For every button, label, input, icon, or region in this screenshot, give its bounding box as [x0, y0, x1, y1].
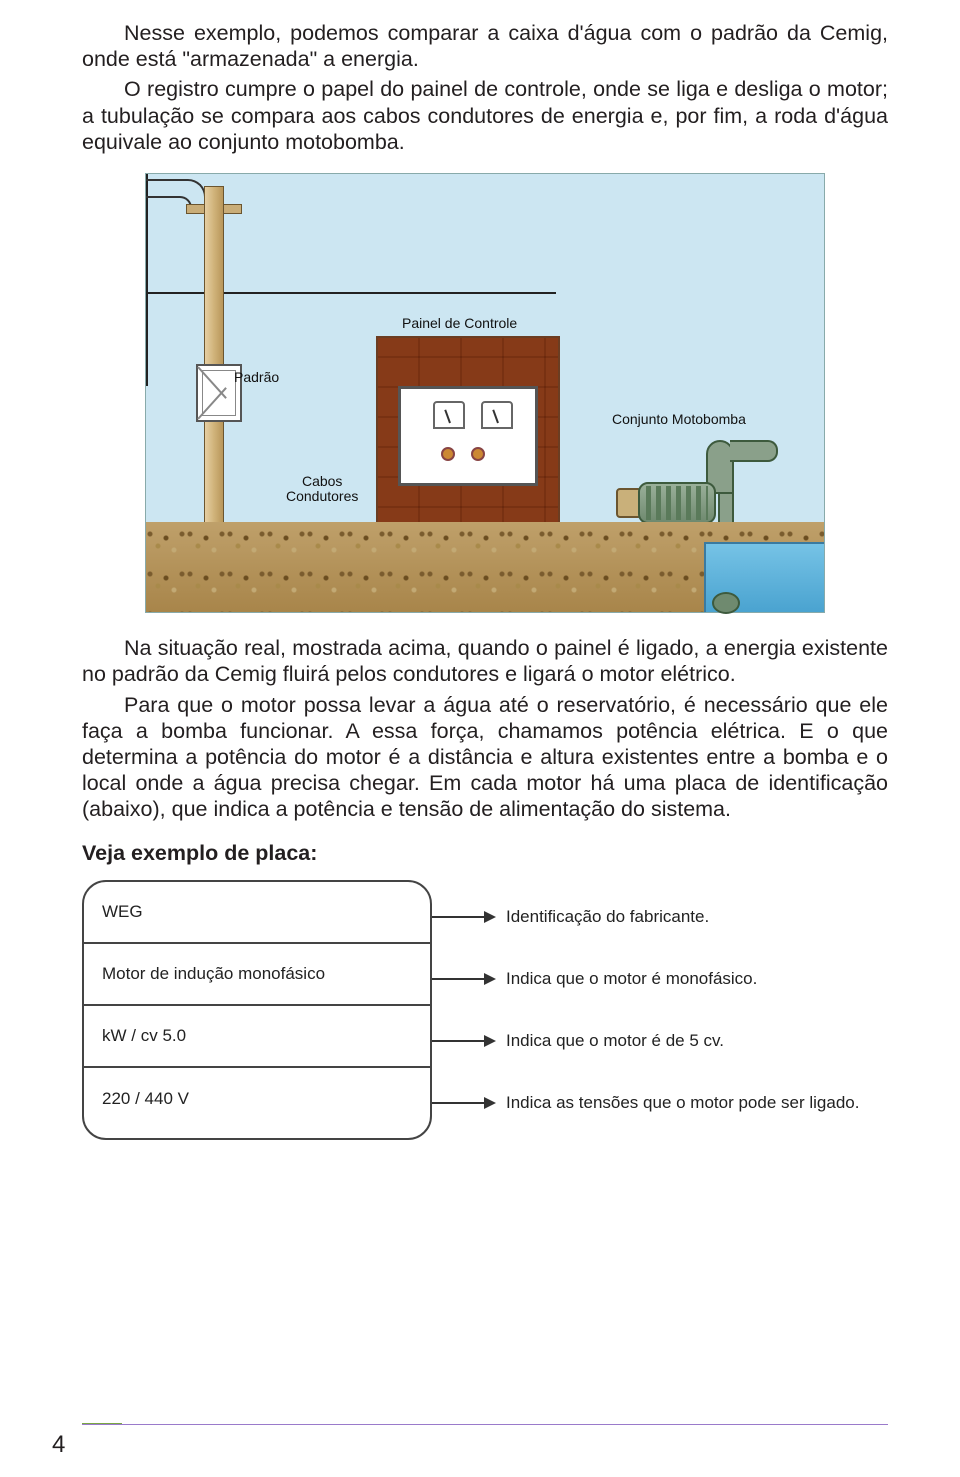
paragraph-2: O registro cumpre o papel do painel de c… [82, 76, 888, 155]
footer-rule [82, 1423, 888, 1425]
annotation-row: Indica que o motor é de 5 cv. [432, 1010, 888, 1072]
annotation-row: Indica que o motor é monofásico. [432, 948, 888, 1010]
motor-plate-figure: WEG Motor de indução monofásico kW / cv … [82, 880, 888, 1140]
label-conjunto: Conjunto Motobomba [612, 412, 746, 427]
pump-fins [646, 486, 708, 520]
cable-segment [146, 350, 148, 386]
annotation-row: Indica as tensões que o motor pode ser l… [432, 1072, 888, 1134]
annotation-text: Indica que o motor é de 5 cv. [506, 1031, 724, 1051]
arrow-icon [432, 1040, 494, 1042]
annotation-text: Identificação do fabricante. [506, 907, 709, 927]
paragraph-4: Para que o motor possa levar a água até … [82, 692, 888, 823]
label-padrao: Padrão [234, 370, 279, 385]
label-painel: Painel de Controle [402, 316, 517, 331]
plate-heading: Veja exemplo de placa: [82, 841, 888, 866]
gauge-icon [481, 401, 513, 429]
plate-row: kW / cv 5.0 [84, 1006, 430, 1068]
plate-row: WEG [84, 882, 430, 944]
annotation-text: Indica que o motor é monofásico. [506, 969, 757, 989]
page-number: 4 [52, 1431, 65, 1459]
motor-plate: WEG Motor de indução monofásico kW / cv … [82, 880, 432, 1140]
indicator-light-icon [441, 447, 455, 461]
control-panel-face [398, 386, 538, 486]
gauge-icon [433, 401, 465, 429]
cable-segment [146, 294, 148, 350]
plate-row: Motor de indução monofásico [84, 944, 430, 1006]
annotation-row: Identificação do fabricante. [432, 886, 888, 948]
plate-annotations: Identificação do fabricante. Indica que … [432, 880, 888, 1140]
label-cabos: Cabos Condutores [286, 474, 358, 505]
arrow-icon [432, 1102, 494, 1104]
arrow-icon [432, 916, 494, 918]
pump-outlet [730, 440, 778, 462]
arrow-icon [432, 978, 494, 980]
indicator-light-icon [471, 447, 485, 461]
irrigation-diagram: Padrão Painel de Controle Cabos Condutor… [145, 173, 825, 613]
plate-row: 220 / 440 V [84, 1068, 430, 1130]
paragraph-1: Nesse exemplo, podemos comparar a caixa … [82, 20, 888, 72]
annotation-text: Indica as tensões que o motor pode ser l… [506, 1093, 859, 1113]
paragraph-3: Na situação real, mostrada acima, quando… [82, 635, 888, 687]
diagram-container: Padrão Painel de Controle Cabos Condutor… [82, 173, 888, 613]
foot-valve [712, 592, 740, 614]
